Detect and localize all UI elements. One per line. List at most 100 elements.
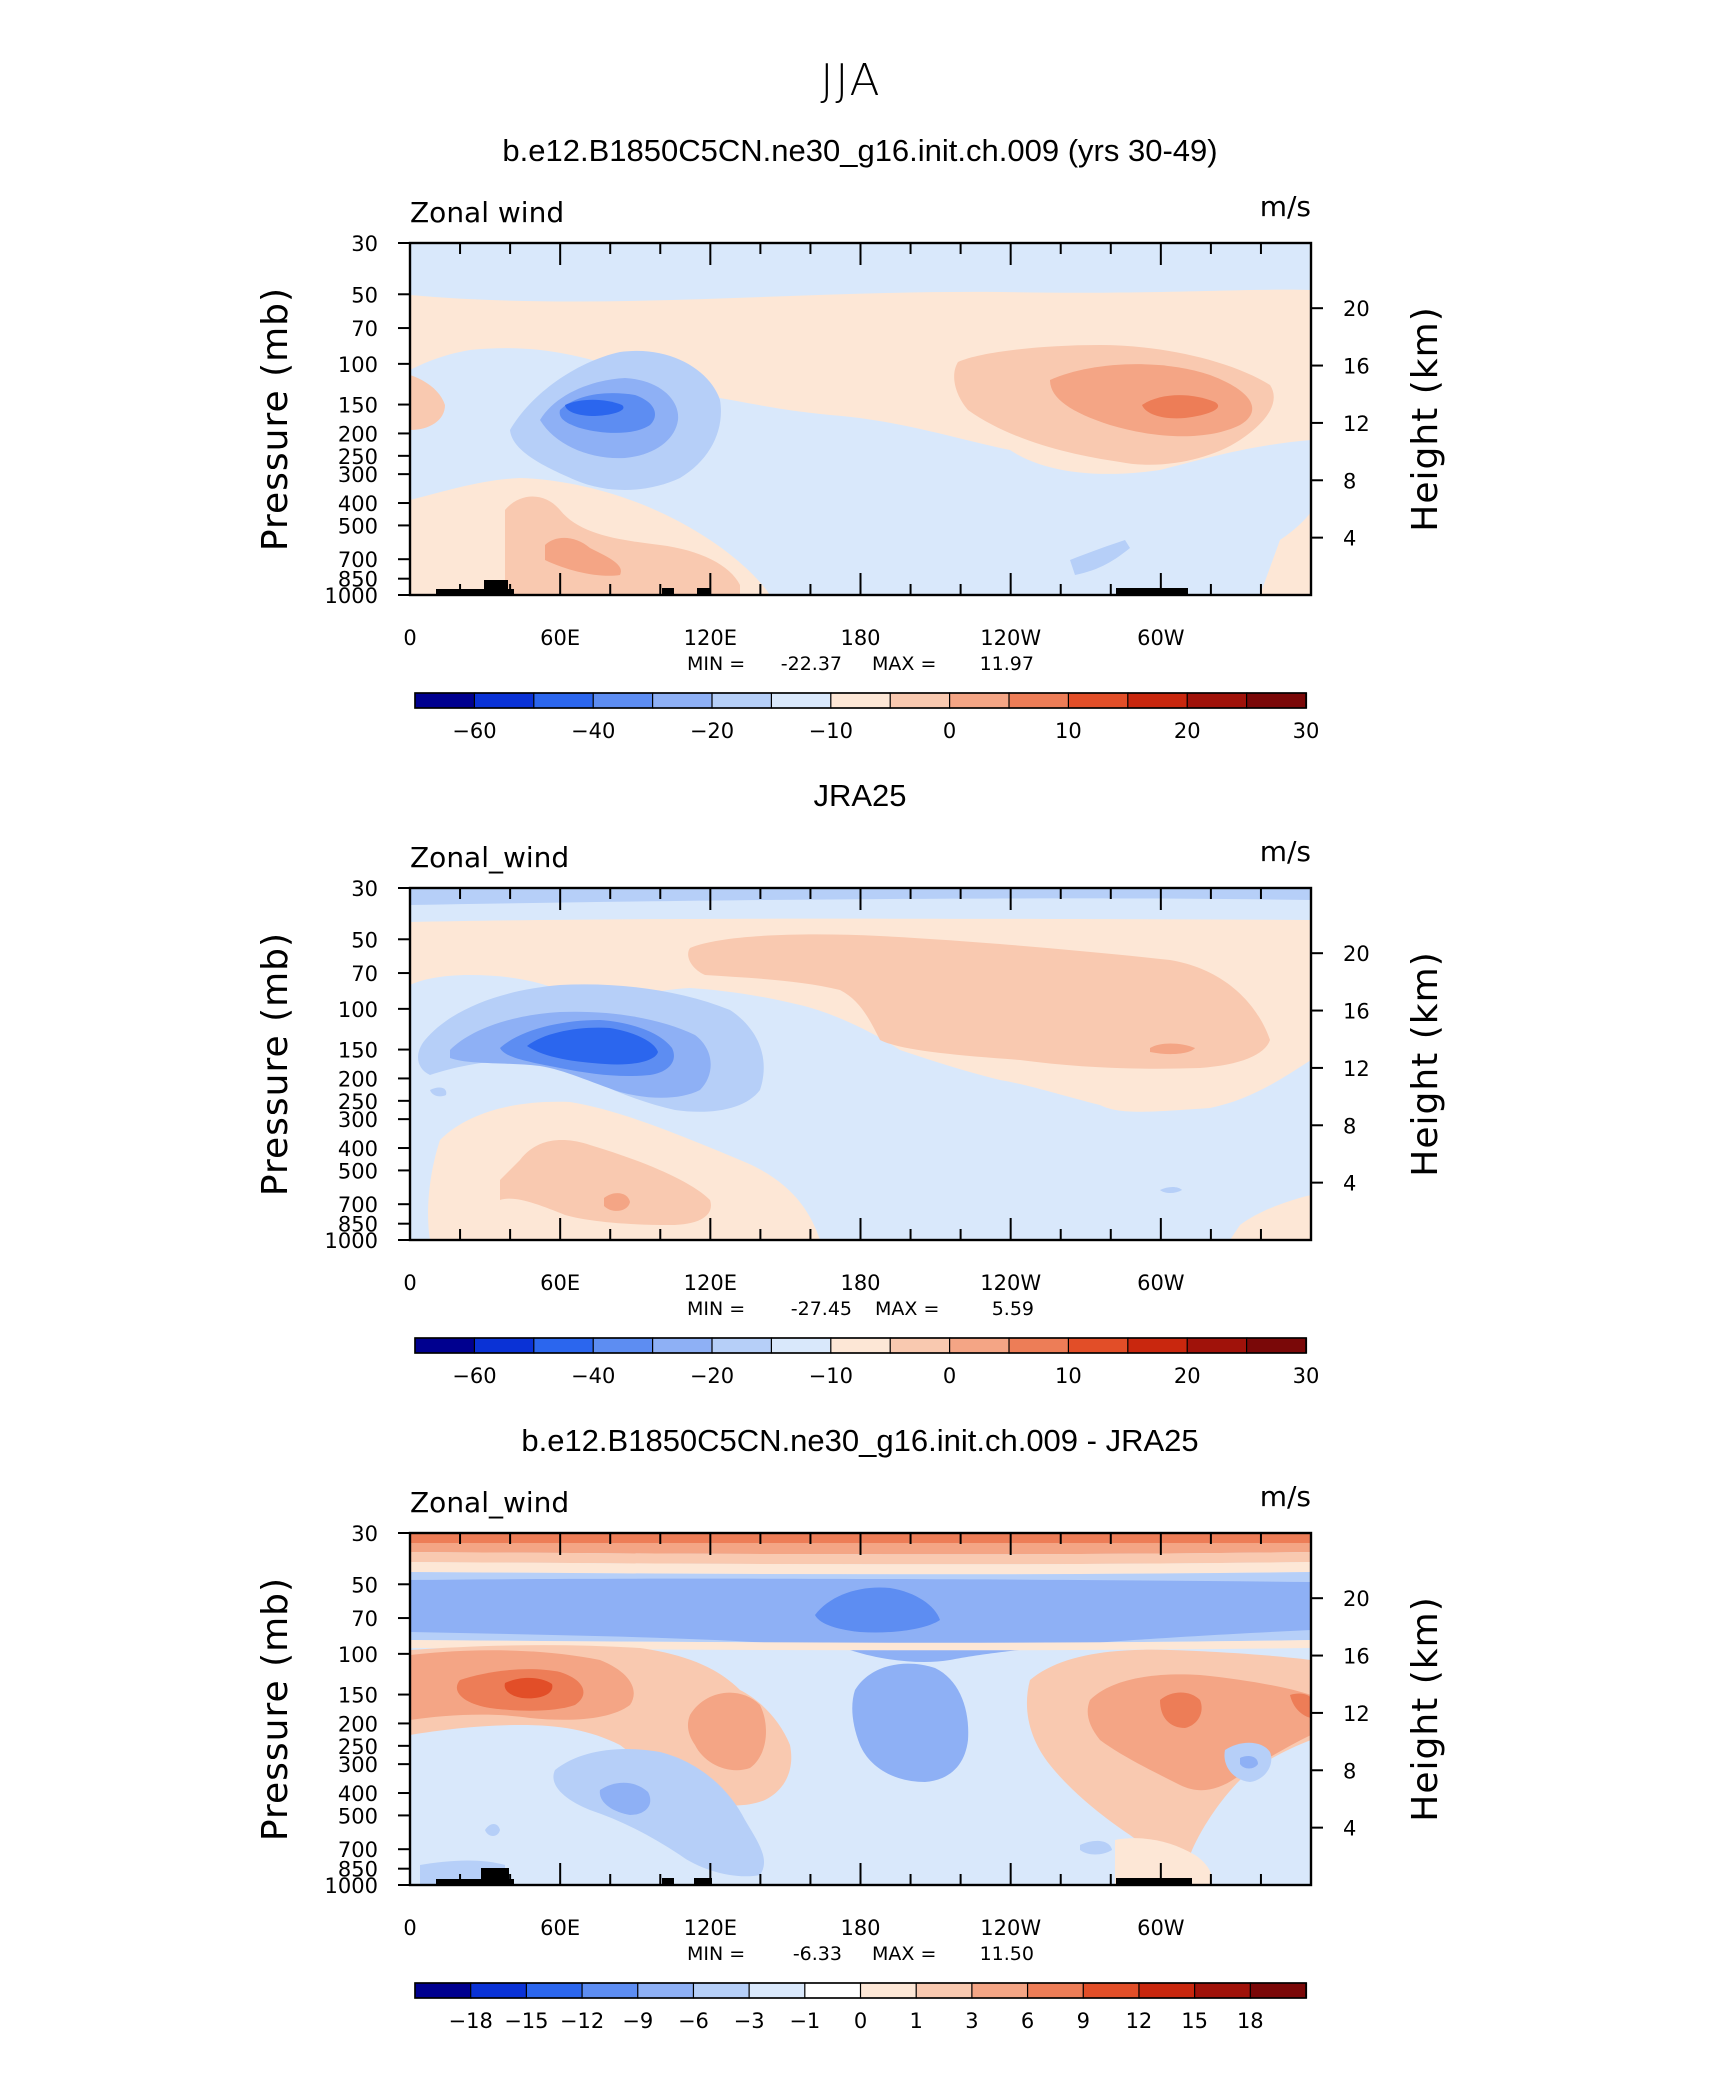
colorbar-label: 20 — [1174, 719, 1201, 743]
contour-20 — [545, 537, 621, 576]
x-tick-label: 60W — [1137, 626, 1185, 650]
y-tick-label: 400 — [338, 1137, 378, 1161]
colorbar-swatch — [473, 1337, 535, 1354]
topography-mask — [694, 1878, 712, 1885]
max-value: 5.59 — [992, 1298, 1034, 1320]
y-right-tick-label: 20 — [1343, 942, 1370, 966]
colorbar-frame — [414, 692, 1307, 709]
units-label: m/s — [1260, 835, 1311, 868]
panel-model: b.e12.B1850C5CN.ne30_g16.init.ch.009 (yr… — [255, 133, 1446, 743]
colorbar-label: 0 — [943, 719, 956, 743]
colorbar-label: −60 — [452, 719, 496, 743]
y-right-tick-label: 4 — [1343, 1172, 1356, 1196]
contour-positive — [504, 1677, 553, 1699]
stats-line: MIN = -6.33 MAX = 11.50 — [687, 1943, 1034, 1965]
colorbar-label: 0 — [854, 2009, 867, 2033]
y-tick-label: 300 — [338, 1108, 378, 1132]
colorbar-swatch — [651, 1337, 714, 1354]
contour-20 — [1150, 1043, 1195, 1055]
max-label: MAX = — [875, 1298, 939, 1320]
colorbar-frame — [414, 1982, 1307, 1999]
x-tick-label: 120E — [684, 1916, 737, 1940]
units-label: m/s — [1260, 1480, 1311, 1513]
x-tick-label: 180 — [840, 1271, 880, 1295]
y-right-tick-label: 20 — [1343, 1587, 1370, 1611]
colorbar-swatch — [770, 1337, 832, 1354]
y-right-tick-label: 16 — [1343, 1645, 1370, 1669]
x-tick-label: 120W — [980, 626, 1041, 650]
colorbar-label: 6 — [1021, 2009, 1034, 2033]
colorbar-label: 12 — [1126, 2009, 1153, 2033]
topography-mask — [1116, 588, 1188, 595]
y-tick-label: 50 — [351, 928, 378, 952]
contour-positive — [1160, 1692, 1202, 1728]
colorbar-label: −18 — [449, 2009, 493, 2033]
colorbar-swatch — [581, 1982, 639, 1999]
contour-positive — [1115, 1838, 1212, 1885]
x-tick-label: 0 — [403, 626, 416, 650]
contour-positive — [1290, 1693, 1311, 1718]
y-right-tick-label: 16 — [1343, 1000, 1370, 1024]
contour-negative — [1245, 1590, 1311, 1620]
colorbar-swatch — [1249, 1982, 1308, 1999]
colorbar-swatch — [637, 1982, 695, 1999]
colorbar: −60 −40 −20 −10 0 10 20 30 — [414, 1337, 1320, 1388]
colorbar-swatch — [592, 692, 654, 709]
colorbar-swatch — [711, 692, 773, 709]
colorbar-swatch — [1008, 1337, 1070, 1354]
min-label: MIN = — [687, 1943, 745, 1965]
colorbar-swatch — [948, 1337, 1011, 1354]
y-tick-label: 250 — [338, 445, 378, 469]
colorbar-label: 30 — [1293, 1364, 1320, 1388]
colorbar-swatch — [1127, 692, 1189, 709]
panel-difference: b.e12.B1850C5CN.ne30_g16.init.ch.009 - J… — [255, 1423, 1446, 2033]
colorbar-label: −20 — [690, 719, 734, 743]
colorbar-swatch — [533, 692, 595, 709]
y-tick-label: 150 — [338, 1039, 378, 1063]
colorbar-swatch — [1067, 1337, 1129, 1354]
contour-band — [410, 1552, 1311, 1565]
colorbar-label: −15 — [504, 2009, 548, 2033]
y-tick-label: 70 — [351, 962, 378, 986]
min-value: -22.37 — [781, 653, 842, 675]
max-label: MAX = — [872, 653, 936, 675]
y-right-tick-label: 20 — [1343, 297, 1370, 321]
colorbar-swatch — [1245, 692, 1308, 709]
y-tick-label: 850 — [338, 1858, 378, 1882]
y-axis-label: Pressure (mb) — [255, 932, 296, 1196]
colorbar-label: 3 — [965, 2009, 978, 2033]
x-tick-label: 120E — [684, 1271, 737, 1295]
y-right-tick-label: 8 — [1343, 1759, 1356, 1783]
colorbar-frame — [414, 1337, 1307, 1354]
y-axis-label: Pressure (mb) — [255, 287, 296, 551]
panel-title: b.e12.B1850C5CN.ne30_g16.init.ch.009 - J… — [521, 1423, 1198, 1458]
colorbar-swatch — [1138, 1982, 1196, 1999]
topography-mask — [662, 588, 674, 595]
y-tick-label: 50 — [351, 283, 378, 307]
colorbar-label: −40 — [571, 1364, 615, 1388]
y-tick-label: 100 — [338, 1643, 378, 1667]
contour-30 — [1142, 395, 1219, 419]
y-tick-label: 200 — [338, 1067, 378, 1091]
panel-title: b.e12.B1850C5CN.ne30_g16.init.ch.009 (yr… — [502, 133, 1217, 168]
contour-field — [410, 888, 1311, 1240]
colorbar-swatch — [915, 1982, 973, 1999]
y-tick-label: 100 — [338, 998, 378, 1022]
colorbar-swatch — [770, 692, 832, 709]
colorbar-label: −60 — [452, 1364, 496, 1388]
contour-positive — [1230, 1195, 1311, 1240]
colorbar-swatch — [1245, 1337, 1308, 1354]
min-value: -6.33 — [793, 1943, 842, 1965]
y-tick-label: 500 — [338, 514, 378, 538]
colorbar-swatch — [971, 1982, 1029, 1999]
x-tick-label: 0 — [403, 1916, 416, 1940]
colorbar-label: −20 — [690, 1364, 734, 1388]
colorbar-label: −9 — [622, 2009, 653, 2033]
y-tick-label: 150 — [338, 394, 378, 418]
colorbar-label: 10 — [1055, 719, 1082, 743]
colorbar-swatch — [1026, 1982, 1085, 1999]
colorbar: −60 −40 −20 −10 0 10 20 30 — [414, 692, 1319, 743]
x-tick-label: 120W — [980, 1916, 1041, 1940]
colorbar-label: 18 — [1237, 2009, 1264, 2033]
